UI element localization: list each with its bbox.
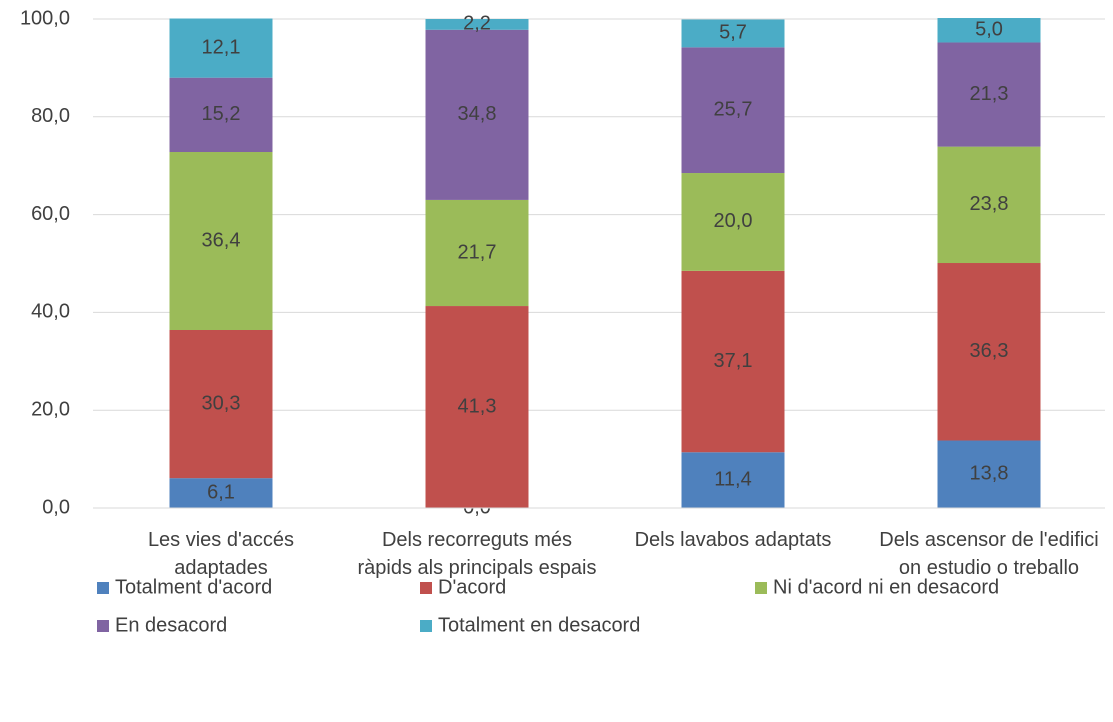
y-tick-label: 60,0 <box>31 203 70 225</box>
x-tick-label: Dels ascensor de l'edifici on estudio o … <box>879 529 1099 579</box>
data-label: 15,2 <box>202 103 241 125</box>
data-label: 20,0 <box>714 210 753 232</box>
y-tick-label: 0,0 <box>42 496 70 518</box>
data-label: 11,4 <box>714 468 751 490</box>
data-label: 13,8 <box>970 463 1009 485</box>
bar-segment <box>169 152 273 331</box>
bar-segment <box>425 306 529 508</box>
bar-segment <box>937 42 1041 147</box>
bar-segment <box>937 440 1041 508</box>
data-label: 30,3 <box>202 392 241 414</box>
y-tick-label: 100,0 <box>20 7 70 29</box>
x-tick-label: Dels lavabos adaptats <box>634 529 832 551</box>
bar-segment <box>681 19 785 48</box>
data-label: 36,3 <box>970 340 1009 362</box>
data-label: 25,7 <box>714 98 753 120</box>
bar-segment <box>681 452 785 508</box>
bar-segment <box>169 478 273 508</box>
y-tick-label: 20,0 <box>31 398 70 420</box>
data-label: 21,3 <box>970 83 1009 105</box>
data-label: 21,7 <box>458 241 497 263</box>
data-label: 5,0 <box>975 19 1003 41</box>
legend-label: En desacord <box>115 614 227 636</box>
legend-label: D'acord <box>438 576 506 598</box>
legend-swatch <box>420 582 432 594</box>
y-tick-label: 40,0 <box>31 301 70 323</box>
y-tick-label: 80,0 <box>31 105 70 127</box>
bar-segment <box>169 330 273 479</box>
legend-swatch <box>97 620 109 632</box>
x-tick-label: Les vies d'accés adaptades <box>147 529 295 579</box>
data-label: 23,8 <box>970 193 1009 215</box>
bar-segment <box>169 18 273 78</box>
data-label: 36,4 <box>202 229 241 251</box>
bar-segment <box>681 270 785 453</box>
legend-label: Ni d'acord ni en desacord <box>773 576 999 598</box>
bar-segment <box>169 77 273 153</box>
legend-label: Totalment en desacord <box>438 614 640 636</box>
legend-swatch <box>420 620 432 632</box>
x-tick-label: Dels recorreguts més ràpids als principa… <box>357 529 597 579</box>
bar-segment <box>937 146 1041 264</box>
legend-label: Totalment d'acord <box>115 576 272 598</box>
data-label: 5,7 <box>719 22 747 44</box>
bar-segment <box>937 263 1041 441</box>
legend-swatch <box>97 582 109 594</box>
bar-segment <box>425 19 529 30</box>
bar-segment <box>937 18 1041 43</box>
data-label: 12,1 <box>202 36 241 58</box>
bar-segment <box>681 47 785 174</box>
data-label: 37,1 <box>714 350 753 372</box>
bar-segment <box>425 29 529 200</box>
data-label: 34,8 <box>458 103 497 125</box>
data-label: 2,2 <box>463 13 491 35</box>
legend-swatch <box>755 582 767 594</box>
bar-segment <box>681 173 785 271</box>
bar-segment <box>425 199 529 307</box>
data-label: 41,3 <box>458 395 497 417</box>
data-label: 6,1 <box>207 481 235 503</box>
